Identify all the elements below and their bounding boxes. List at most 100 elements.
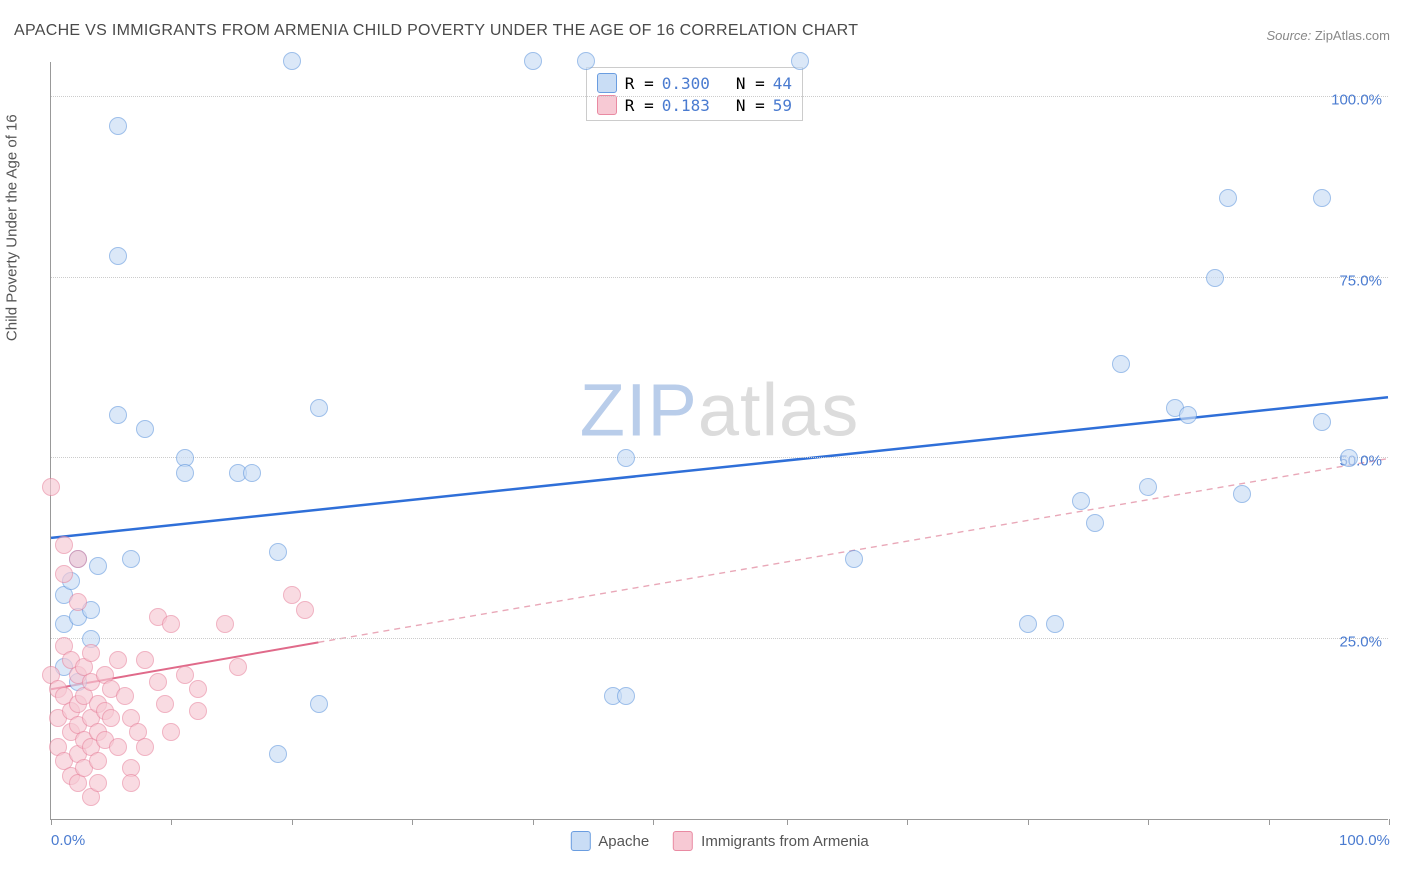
data-point — [109, 651, 127, 669]
data-point — [69, 593, 87, 611]
n-label: N = — [736, 74, 765, 93]
legend-swatch-apache — [570, 831, 590, 851]
stats-box: R = 0.300 N = 44 R = 0.183 N = 59 — [586, 67, 803, 121]
data-point — [42, 478, 60, 496]
r-label: R = — [625, 96, 654, 115]
source-name: ZipAtlas.com — [1315, 28, 1390, 43]
data-point — [1219, 189, 1237, 207]
data-point — [1072, 492, 1090, 510]
data-point — [1139, 478, 1157, 496]
data-point — [296, 601, 314, 619]
data-point — [149, 673, 167, 691]
data-point — [122, 550, 140, 568]
legend-item-apache: Apache — [570, 831, 649, 851]
y-tick-label: 75.0% — [1339, 272, 1382, 289]
x-tick-label: 0.0% — [51, 832, 85, 849]
x-tick — [1389, 819, 1390, 825]
data-point — [176, 464, 194, 482]
x-tick-label: 100.0% — [1339, 832, 1390, 849]
data-point — [617, 687, 635, 705]
plot-area: ZIPatlas R = 0.300 N = 44 R = 0.183 N = … — [50, 62, 1388, 820]
data-point — [283, 586, 301, 604]
legend-label-apache: Apache — [598, 833, 649, 850]
data-point — [122, 774, 140, 792]
y-tick-label: 100.0% — [1331, 92, 1382, 109]
data-point — [89, 774, 107, 792]
data-point — [577, 52, 595, 70]
data-point — [845, 550, 863, 568]
y-tick-label: 25.0% — [1339, 633, 1382, 650]
legend: Apache Immigrants from Armenia — [570, 831, 868, 851]
x-tick — [1028, 819, 1029, 825]
gridline — [51, 96, 1388, 97]
n-value-apache: 44 — [773, 74, 792, 93]
x-tick — [412, 819, 413, 825]
data-point — [189, 680, 207, 698]
data-point — [1313, 413, 1331, 431]
legend-swatch-armenia — [673, 831, 693, 851]
data-point — [269, 543, 287, 561]
data-point — [1019, 615, 1037, 633]
data-point — [1206, 269, 1224, 287]
x-tick — [653, 819, 654, 825]
x-tick — [171, 819, 172, 825]
data-point — [1086, 514, 1104, 532]
data-point — [102, 709, 120, 727]
data-point — [109, 406, 127, 424]
r-label: R = — [625, 74, 654, 93]
n-label: N = — [736, 96, 765, 115]
data-point — [176, 666, 194, 684]
data-point — [1340, 449, 1358, 467]
data-point — [310, 695, 328, 713]
data-point — [136, 651, 154, 669]
r-value-apache: 0.300 — [662, 74, 710, 93]
x-tick — [533, 819, 534, 825]
x-tick — [292, 819, 293, 825]
data-point — [229, 658, 247, 676]
gridline — [51, 638, 1388, 639]
data-point — [89, 752, 107, 770]
data-point — [524, 52, 542, 70]
data-point — [1233, 485, 1251, 503]
data-point — [791, 52, 809, 70]
data-point — [136, 738, 154, 756]
stats-row-apache: R = 0.300 N = 44 — [597, 72, 792, 94]
source-attribution: Source: ZipAtlas.com — [1266, 28, 1390, 43]
data-point — [55, 565, 73, 583]
r-value-armenia: 0.183 — [662, 96, 710, 115]
stats-row-armenia: R = 0.183 N = 59 — [597, 94, 792, 116]
data-point — [1179, 406, 1197, 424]
data-point — [89, 557, 107, 575]
gridline — [51, 457, 1388, 458]
data-point — [269, 745, 287, 763]
data-point — [243, 464, 261, 482]
data-point — [55, 536, 73, 554]
data-point — [617, 449, 635, 467]
data-point — [109, 738, 127, 756]
data-point — [1112, 355, 1130, 373]
data-point — [189, 702, 207, 720]
x-tick — [1269, 819, 1270, 825]
x-tick — [1148, 819, 1149, 825]
x-tick — [787, 819, 788, 825]
data-point — [162, 723, 180, 741]
x-tick — [907, 819, 908, 825]
data-point — [156, 695, 174, 713]
legend-item-armenia: Immigrants from Armenia — [673, 831, 869, 851]
data-point — [82, 644, 100, 662]
data-point — [1313, 189, 1331, 207]
data-point — [116, 687, 134, 705]
source-prefix: Source: — [1266, 28, 1314, 43]
swatch-apache — [597, 73, 617, 93]
data-point — [69, 550, 87, 568]
y-axis-label: Child Poverty Under the Age of 16 — [4, 114, 21, 341]
data-point — [109, 247, 127, 265]
data-point — [109, 117, 127, 135]
legend-label-armenia: Immigrants from Armenia — [701, 833, 869, 850]
chart-title: APACHE VS IMMIGRANTS FROM ARMENIA CHILD … — [14, 22, 858, 40]
x-tick — [51, 819, 52, 825]
trend-lines — [51, 62, 1388, 819]
swatch-armenia — [597, 95, 617, 115]
data-point — [216, 615, 234, 633]
data-point — [1046, 615, 1064, 633]
